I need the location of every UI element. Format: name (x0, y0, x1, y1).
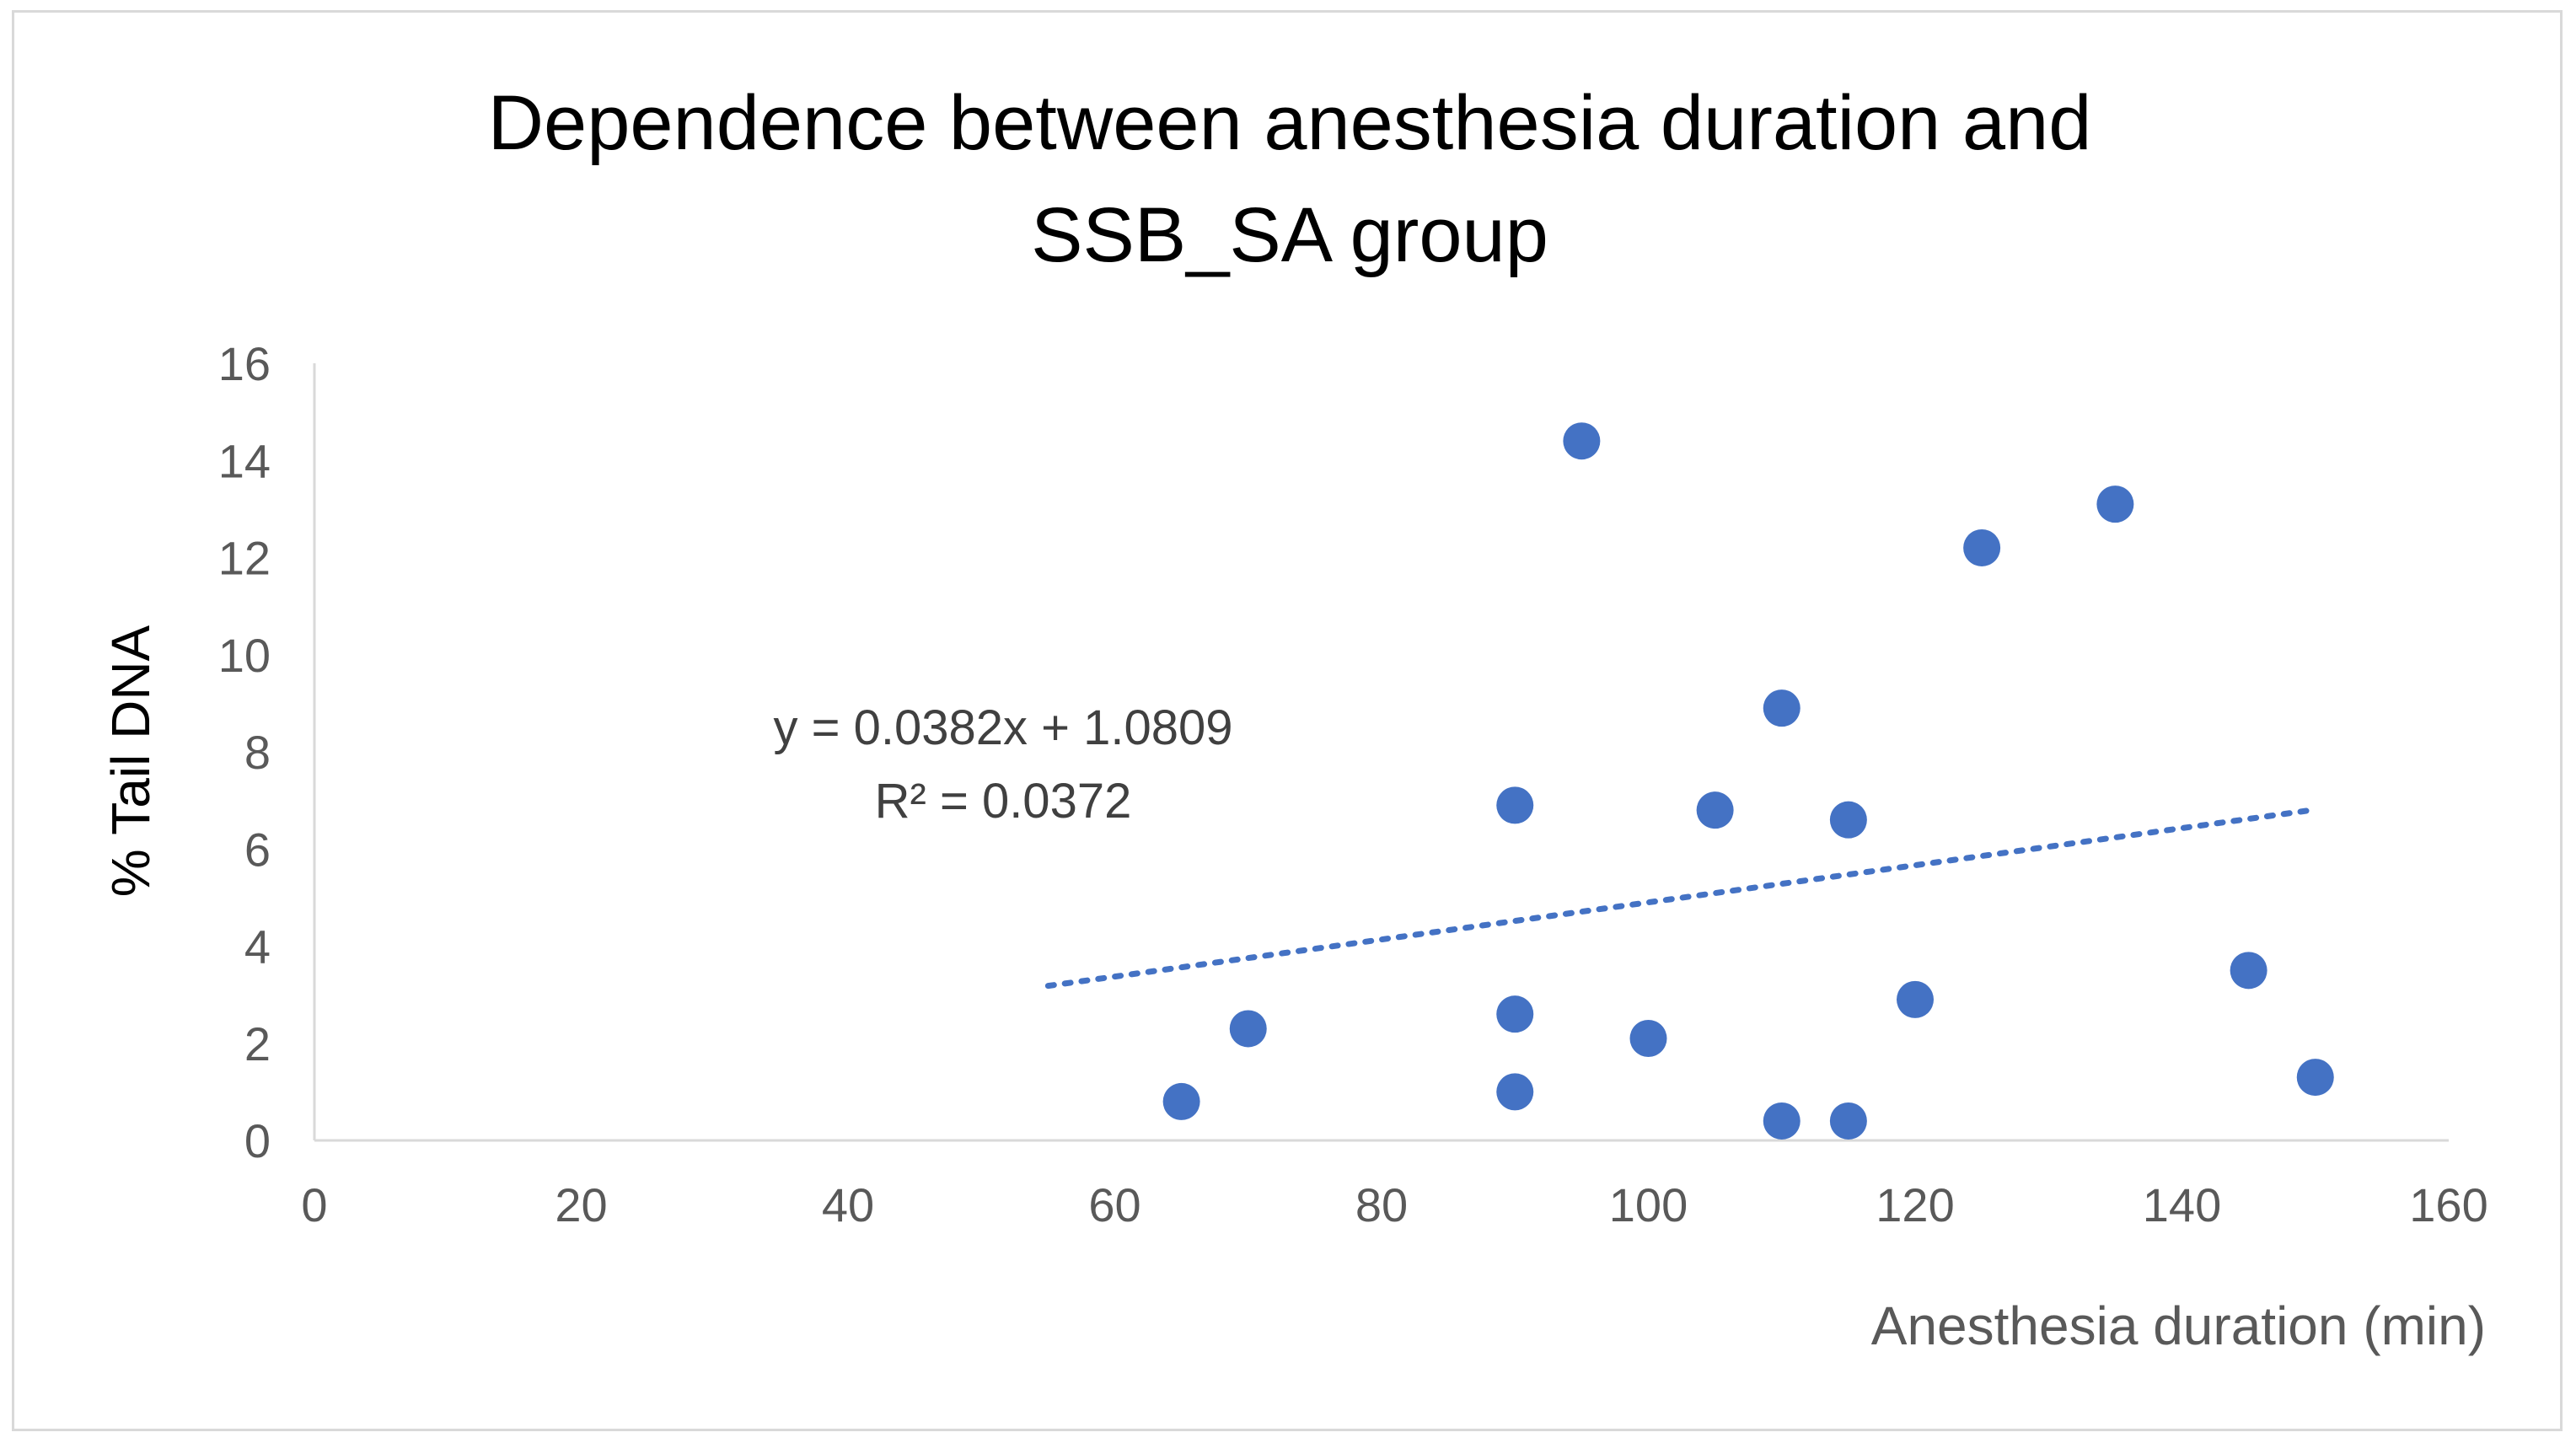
y-tick-label: 12 (218, 532, 271, 585)
data-point (2230, 952, 2267, 990)
x-axis-label: Anesthesia duration (min) (1871, 1295, 2486, 1356)
data-point (1496, 1073, 1534, 1111)
y-tick-label: 10 (218, 629, 271, 682)
data-point (1763, 689, 1801, 727)
y-tick-label: 4 (244, 920, 271, 974)
y-tick-label: 0 (244, 1114, 271, 1167)
x-tick-label: 140 (2143, 1178, 2221, 1231)
scatter-chart: Dependence between anesthesia duration a… (100, 80, 2488, 1356)
data-point (1829, 1102, 1867, 1140)
data-point (1629, 1019, 1667, 1057)
x-axis-ticks: 0 20 40 60 80 100 120 140 160 (301, 1178, 2487, 1231)
y-tick-label: 16 (218, 337, 271, 390)
data-point (1763, 1102, 1801, 1140)
data-point (1563, 422, 1601, 460)
y-axis-label: % Tail DNA (100, 625, 161, 897)
data-point (1829, 801, 1867, 839)
y-tick-label: 8 (244, 726, 271, 779)
trendline-r-squared: R² = 0.0372 (875, 774, 1132, 829)
x-tick-label: 0 (301, 1178, 327, 1231)
data-point (1963, 528, 2001, 566)
x-tick-label: 160 (2409, 1178, 2487, 1231)
data-point (1897, 980, 1934, 1018)
x-tick-label: 100 (1609, 1178, 1688, 1231)
x-tick-label: 40 (822, 1178, 874, 1231)
y-tick-label: 2 (244, 1017, 271, 1070)
trendline-equation: y = 0.0382x + 1.0809 (774, 700, 1233, 755)
x-tick-label: 20 (555, 1178, 607, 1231)
chart-title: Dependence between anesthesia duration a… (488, 80, 2092, 278)
data-point (1162, 1082, 1200, 1120)
y-axis-ticks: 0 2 4 6 8 10 12 14 16 (218, 337, 271, 1167)
data-points (1162, 422, 2334, 1140)
trendline (1044, 807, 2319, 990)
chart-area: Dependence between anesthesia duration a… (12, 10, 2563, 1431)
y-tick-label: 6 (244, 823, 271, 876)
data-point (1696, 791, 1734, 829)
chart-title-line-1: Dependence between anesthesia duration a… (488, 80, 2092, 166)
data-point (2096, 485, 2134, 523)
data-point (1229, 1010, 1267, 1048)
data-point (2296, 1059, 2334, 1097)
data-point (1496, 995, 1534, 1033)
chart-title-line-2: SSB_SA group (1031, 192, 1548, 278)
trendline-label: y = 0.0382x + 1.0809 R² = 0.0372 (774, 700, 1233, 829)
data-point (1496, 786, 1534, 824)
x-tick-label: 120 (1876, 1178, 1954, 1231)
x-tick-label: 80 (1355, 1178, 1408, 1231)
y-tick-label: 14 (218, 434, 271, 487)
x-tick-label: 60 (1088, 1178, 1140, 1231)
